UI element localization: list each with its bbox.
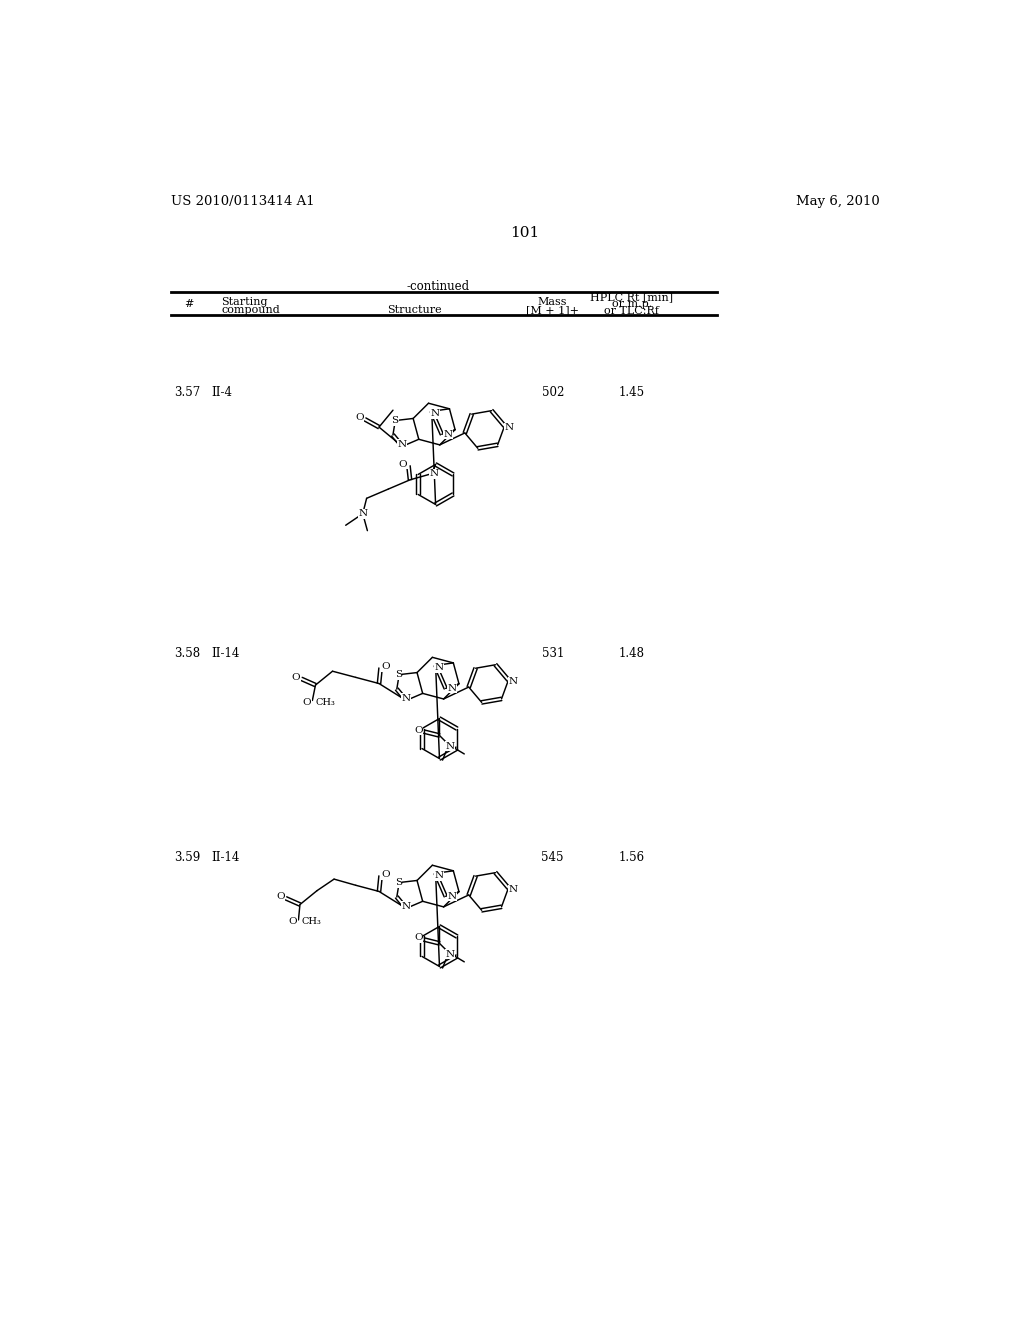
Text: or TLC:Rf: or TLC:Rf (604, 306, 659, 317)
Text: Mass: Mass (538, 297, 567, 308)
Text: N: N (445, 742, 455, 751)
Text: O: O (415, 933, 423, 942)
Text: N: N (443, 430, 453, 438)
Text: II-14: II-14 (212, 851, 240, 865)
Text: 3.57: 3.57 (174, 385, 201, 399)
Text: O: O (398, 459, 408, 469)
Text: N: N (447, 892, 457, 900)
Text: May 6, 2010: May 6, 2010 (796, 195, 880, 209)
Text: S: S (395, 878, 402, 887)
Text: S: S (395, 671, 402, 680)
Text: N: N (358, 510, 368, 519)
Text: [M + 1]+: [M + 1]+ (526, 305, 580, 315)
Text: II-4: II-4 (212, 385, 232, 399)
Text: or m.p.: or m.p. (611, 300, 652, 309)
Text: HPLC Rt [min]: HPLC Rt [min] (590, 293, 674, 302)
Text: O: O (303, 697, 311, 706)
Text: N: N (401, 693, 411, 702)
Text: N: N (434, 871, 443, 880)
Text: US 2010/0113414 A1: US 2010/0113414 A1 (171, 195, 314, 209)
Text: 531: 531 (542, 647, 564, 660)
Text: N: N (509, 677, 517, 686)
Text: O: O (292, 673, 300, 682)
Text: 502: 502 (542, 385, 564, 399)
Text: S: S (391, 416, 398, 425)
Text: N: N (397, 440, 407, 449)
Text: #: # (183, 300, 194, 309)
Text: O: O (276, 892, 285, 902)
Text: N: N (401, 902, 411, 911)
Text: N: N (430, 409, 439, 418)
Text: CH₃: CH₃ (301, 917, 322, 925)
Text: Structure: Structure (387, 305, 442, 315)
Text: N: N (434, 663, 443, 672)
Text: Starting: Starting (221, 297, 267, 308)
Text: N: N (447, 684, 457, 693)
Text: N: N (509, 884, 517, 894)
Text: O: O (382, 870, 390, 879)
Text: O: O (355, 413, 364, 422)
Text: 545: 545 (542, 851, 564, 865)
Text: -continued: -continued (407, 280, 470, 293)
Text: compound: compound (221, 305, 280, 315)
Text: 1.48: 1.48 (618, 647, 645, 660)
Text: O: O (415, 726, 423, 734)
Text: 1.45: 1.45 (618, 385, 645, 399)
Text: O: O (382, 663, 390, 671)
Text: 101: 101 (510, 226, 540, 240)
Text: N: N (505, 422, 514, 432)
Text: CH₃: CH₃ (315, 697, 335, 706)
Text: 3.59: 3.59 (174, 851, 201, 865)
Text: O: O (289, 917, 297, 925)
Text: II-14: II-14 (212, 647, 240, 660)
Text: 1.56: 1.56 (618, 851, 645, 865)
Text: 3.58: 3.58 (174, 647, 201, 660)
Text: N: N (445, 949, 455, 958)
Text: N: N (429, 469, 438, 478)
